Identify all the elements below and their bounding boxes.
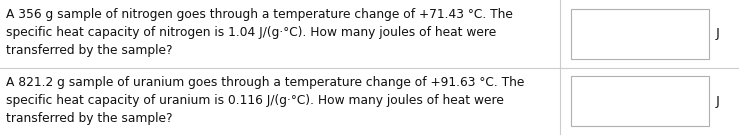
- Bar: [571, 9, 709, 59]
- Text: A 356 g sample of nitrogen goes through a temperature change of +71.43 °C. The
s: A 356 g sample of nitrogen goes through …: [6, 8, 513, 57]
- Text: J: J: [715, 95, 719, 108]
- Text: J: J: [715, 27, 719, 40]
- Bar: [571, 76, 709, 126]
- Text: A 821.2 g sample of uranium goes through a temperature change of +91.63 °C. The
: A 821.2 g sample of uranium goes through…: [6, 76, 524, 125]
